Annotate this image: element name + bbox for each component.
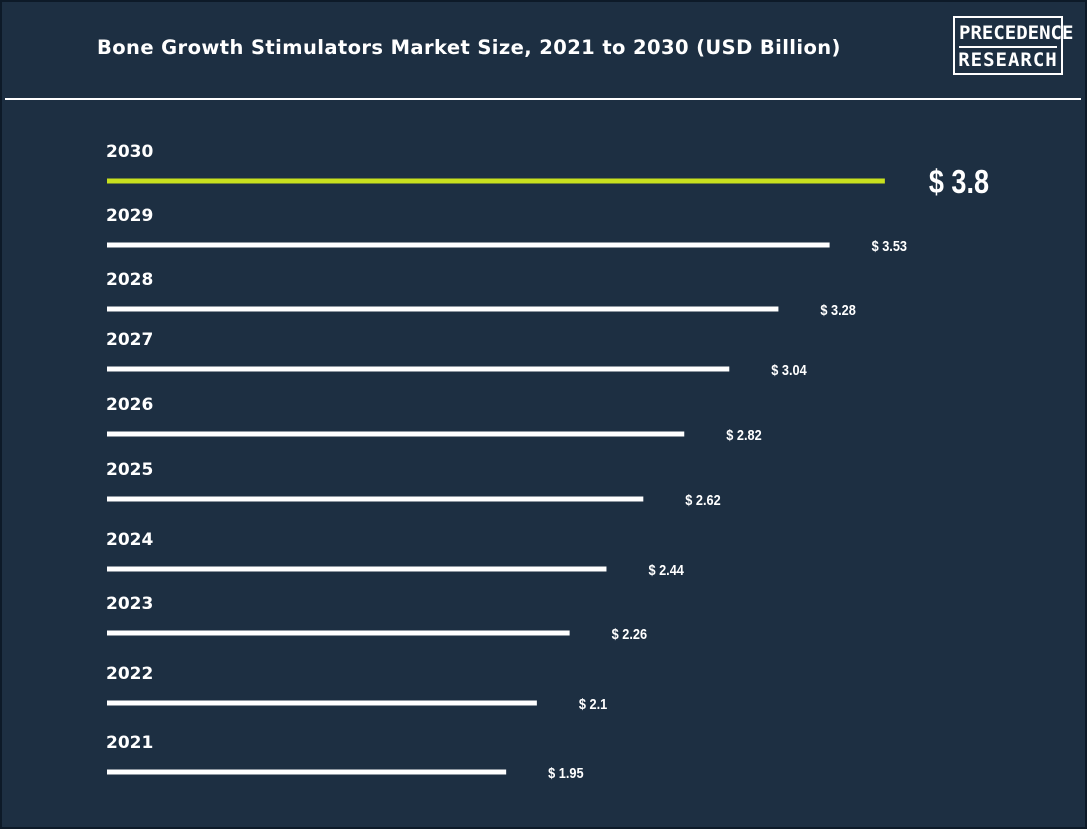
year-label-2021: 2021 bbox=[106, 733, 153, 753]
value-label-2022: $ 2.1 bbox=[579, 695, 608, 712]
value-label-2023: $ 2.26 bbox=[612, 625, 648, 642]
bar-2021 bbox=[107, 769, 507, 775]
year-label-2022: 2022 bbox=[106, 664, 153, 684]
bar-2030 bbox=[107, 178, 885, 184]
bar-2029 bbox=[107, 242, 830, 248]
value-label-2030: $ 3.8 bbox=[929, 165, 989, 201]
bar-2022 bbox=[107, 700, 537, 706]
year-label-2027: 2027 bbox=[106, 330, 153, 350]
value-label-2027: $ 3.04 bbox=[771, 361, 807, 378]
bar-2023 bbox=[107, 630, 570, 636]
year-label-2029: 2029 bbox=[106, 206, 153, 226]
year-label-2023: 2023 bbox=[106, 594, 153, 614]
value-label-2026: $ 2.82 bbox=[726, 426, 762, 443]
value-label-2024: $ 2.44 bbox=[648, 561, 684, 578]
precedence-research-logo: PRECEDENCE RESEARCH bbox=[953, 16, 1073, 75]
year-label-2026: 2026 bbox=[106, 395, 153, 415]
logo-line-1: PRECEDENCE bbox=[959, 21, 1073, 48]
header-divider bbox=[5, 98, 1081, 100]
year-label-2030: 2030 bbox=[106, 142, 153, 162]
year-label-2024: 2024 bbox=[106, 530, 153, 550]
bar-2024 bbox=[107, 566, 607, 572]
value-label-2028: $ 3.28 bbox=[820, 301, 856, 318]
year-label-2025: 2025 bbox=[106, 460, 153, 480]
chart-title: Bone Growth Stimulators Market Size, 202… bbox=[97, 36, 841, 59]
value-label-2025: $ 2.62 bbox=[685, 491, 721, 508]
bar-2027 bbox=[107, 366, 730, 372]
value-label-2029: $ 3.53 bbox=[872, 237, 908, 254]
logo-line-2: RESEARCH bbox=[958, 49, 1058, 71]
bar-2025 bbox=[107, 496, 644, 502]
bar-2026 bbox=[107, 431, 685, 437]
bar-2028 bbox=[107, 306, 779, 312]
value-label-2021: $ 1.95 bbox=[548, 764, 584, 781]
year-label-2028: 2028 bbox=[106, 270, 153, 290]
